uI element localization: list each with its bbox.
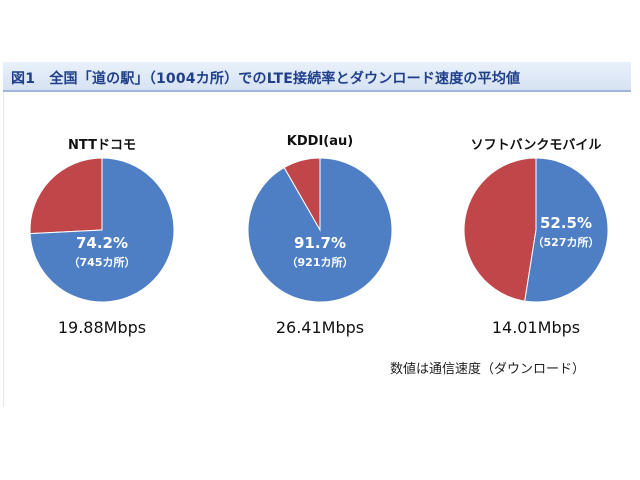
pie-chart-docomo: [29, 157, 175, 303]
pie-percent-docomo: 74.2%: [75, 234, 129, 252]
pie-label-docomo: NTTドコモ: [68, 138, 136, 153]
pie-label-softbank: ソフトバンクモバイル: [470, 138, 602, 153]
pie-slice-connected-docomo: [29, 157, 175, 303]
pie-chart-softbank: [463, 157, 609, 303]
pie-slice-connected-softbank: [524, 157, 609, 303]
footnote: 数値は通信速度（ダウンロード）: [390, 362, 586, 377]
speed-docomo: 19.88Mbps: [57, 318, 147, 337]
figure-title-bar: 図1 全国「道の駅」（1004カ所）でのLTE接続率とダウンロード速度の平均値: [3, 62, 631, 92]
pie-count-docomo: （745カ所）: [68, 256, 136, 269]
speed-softbank: 14.01Mbps: [491, 318, 581, 337]
pie-percent-softbank: 52.5%: [539, 214, 593, 232]
figure-title: 図1 全国「道の駅」（1004カ所）でのLTE接続率とダウンロード速度の平均値: [11, 71, 521, 87]
pie-label-kddi: KDDI(au): [286, 134, 354, 149]
pie-slice-remainder-softbank: [463, 157, 537, 302]
pie-percent-kddi: 91.7%: [293, 234, 347, 252]
pie-chart-kddi: [247, 157, 393, 303]
pie-slice-remainder-docomo: [29, 157, 103, 235]
pie-slice-connected-kddi: [247, 157, 393, 303]
pie-count-kddi: （921カ所）: [286, 256, 354, 269]
pie-count-softbank: （527カ所）: [532, 236, 600, 249]
speed-kddi: 26.41Mbps: [275, 318, 365, 337]
